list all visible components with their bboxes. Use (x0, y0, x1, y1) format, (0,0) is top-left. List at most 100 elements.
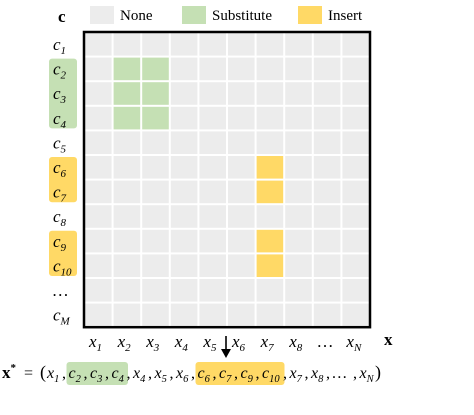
column-label-base: x (88, 332, 97, 351)
column-label-subscript: 1 (97, 342, 103, 354)
formula-highlight-substitute (66, 362, 128, 385)
column-label: x7 (260, 332, 275, 354)
cell-none (199, 156, 226, 179)
formula-item-subscript: 4 (119, 374, 125, 385)
cell-none (256, 33, 284, 56)
cell-none (199, 131, 226, 154)
row-highlight-insert (49, 157, 77, 203)
formula-item-subscript: 3 (96, 374, 102, 385)
cell-none (170, 254, 198, 277)
row-label-subscript: M (60, 316, 71, 328)
row-label-subscript: 8 (61, 217, 67, 229)
column-label: x6 (231, 332, 246, 354)
column-label: x1 (88, 332, 102, 354)
column-label-base: x (288, 332, 297, 351)
cell-none (342, 279, 369, 302)
cell-none (142, 180, 169, 204)
column-label-subscript: 5 (211, 342, 217, 354)
formula-item-base: x (175, 365, 183, 382)
cell-none (342, 156, 369, 179)
formula-item: c4 (112, 365, 125, 385)
cell-none (285, 82, 312, 105)
cell-none (228, 82, 255, 105)
formula-item-base: x (289, 365, 297, 382)
cell-none (113, 279, 141, 302)
cell-none (342, 254, 369, 277)
column-label-subscript: 6 (240, 342, 246, 354)
legend-label-insert: Insert (328, 8, 363, 24)
formula-comma: , (213, 365, 217, 382)
column-label-base: x (260, 332, 269, 351)
cell-none (285, 33, 312, 56)
cell-none (228, 106, 255, 130)
formula-item-base: c (219, 365, 226, 382)
formula-item-base: x (310, 365, 318, 382)
formula-comma: , (84, 365, 88, 382)
row-label: c1 (53, 35, 66, 57)
legend-swatch-none (90, 6, 114, 24)
formula-item: x4 (132, 365, 146, 385)
cell-none (85, 131, 112, 154)
cell-none (199, 254, 226, 277)
cell-none (285, 57, 312, 81)
cell-none (313, 180, 341, 204)
cell-none (85, 279, 112, 302)
cell-none (199, 33, 226, 56)
cell-none (85, 180, 112, 204)
cell-none (228, 180, 255, 204)
formula-item-subscript: 6 (205, 374, 211, 385)
cell-none (170, 303, 198, 327)
cell-none (342, 106, 369, 130)
cell-none (313, 279, 341, 302)
formula-comma: , (305, 365, 309, 382)
cell-none (285, 279, 312, 302)
cell-none (85, 156, 112, 179)
row-label-highlights (49, 58, 77, 276)
column-label-base: … (318, 332, 333, 351)
cell-none (228, 156, 255, 179)
cell-none (228, 254, 255, 277)
cell-none (142, 33, 169, 56)
row-label-subscript: 9 (61, 242, 67, 254)
formula-item-subscript: 1 (54, 374, 59, 385)
cell-none (170, 156, 198, 179)
cell-none (313, 131, 341, 154)
column-label: x8 (288, 332, 303, 354)
formula-item: c3 (90, 365, 102, 385)
row-label-subscript: 10 (61, 266, 73, 278)
row-label-subscript: 6 (61, 168, 67, 180)
formula-item-base: x (359, 365, 367, 382)
row-label-base: c (53, 306, 61, 325)
row-label: c6 (53, 158, 67, 180)
cell-none (170, 205, 198, 228)
column-label-base: x (145, 332, 154, 351)
cell-substitute (113, 106, 141, 130)
formula-item-base: c (112, 365, 119, 382)
row-label-base: c (53, 133, 61, 152)
row-label-subscript: 3 (60, 94, 67, 106)
cell-none (85, 229, 112, 253)
formula-comma: , (283, 365, 287, 382)
formula-item: x7 (289, 365, 303, 385)
formula-item-base: … (333, 365, 347, 382)
row-label: c8 (53, 207, 67, 229)
cell-none (170, 131, 198, 154)
cell-none (313, 205, 341, 228)
formula-item-subscript: 10 (269, 374, 280, 385)
cell-none (113, 254, 141, 277)
row-label-base: c (53, 60, 61, 79)
column-label: x2 (117, 332, 132, 354)
row-label-subscript: 5 (61, 143, 67, 155)
row-label-base: c (53, 109, 61, 128)
formula-item: c9 (241, 365, 254, 385)
row-label-base: c (53, 207, 61, 226)
row-label-subscript: 4 (61, 119, 67, 131)
cell-none (85, 106, 112, 130)
row-label: … (53, 281, 68, 300)
cell-none (342, 82, 369, 105)
row-axis-symbol: c (58, 7, 66, 26)
formula-item-base: c (90, 365, 97, 382)
cell-none (228, 279, 255, 302)
formula-lhs: x* (2, 362, 17, 382)
